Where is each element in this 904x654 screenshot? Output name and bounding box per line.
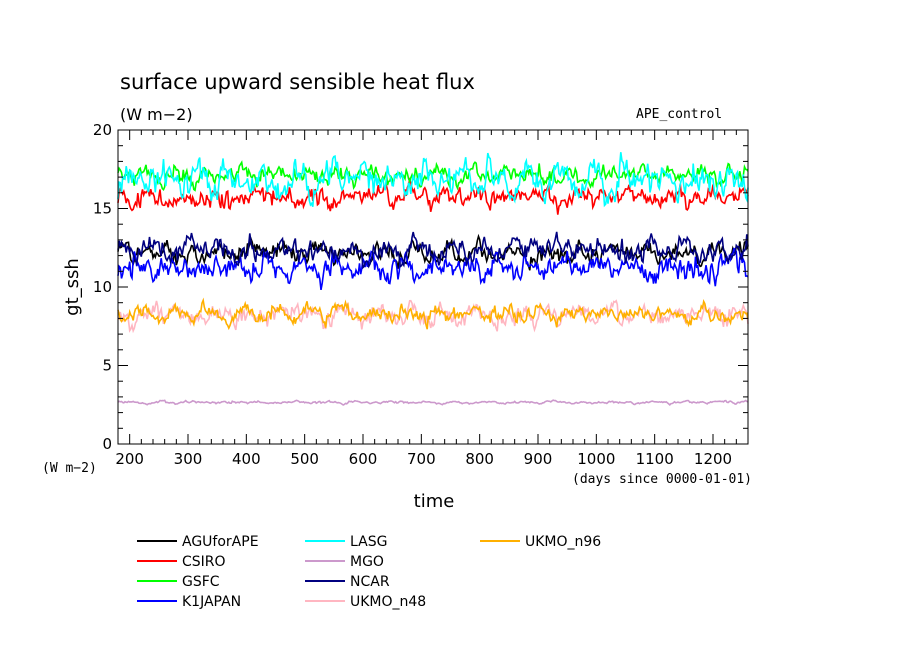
x-units-note: (days since 0000-01-01): [572, 472, 752, 487]
legend-label: AGUforAPE: [182, 534, 259, 550]
y-tick-label: 0: [102, 435, 112, 453]
x-tick-label: 400: [232, 450, 261, 468]
series-line-csiro: [117, 177, 749, 215]
legend-item-k1japan: K1JAPAN: [137, 594, 241, 610]
x-tick-label: 600: [349, 450, 378, 468]
y-tick-label: 15: [93, 200, 112, 218]
legend-label: GSFC: [182, 574, 220, 590]
legend: AGUforAPE CSIRO GSFC K1JAPAN LASG MGO NCAR UKMO…: [137, 534, 601, 610]
x-tick-label: 1000: [577, 450, 615, 468]
y-tick-label: 5: [102, 357, 112, 375]
x-tick-label: 700: [407, 450, 436, 468]
experiment-label: APE_control: [636, 107, 722, 122]
series-line-ncar: [117, 231, 749, 270]
legend-label: LASG: [350, 534, 387, 550]
legend-item-aguforape: AGUforAPE: [137, 534, 259, 550]
y-units-note: (W m−2): [42, 461, 97, 476]
legend-item-csiro: CSIRO: [137, 554, 226, 570]
legend-item-gsfc: GSFC: [137, 574, 220, 590]
series-line-mgo: [117, 399, 749, 407]
series-line-lasg: [117, 152, 749, 208]
legend-item-mgo: MGO: [305, 554, 384, 570]
legend-item-ukmo_n48: UKMO_n48: [305, 594, 426, 610]
legend-item-ukmo_n96: UKMO_n96: [480, 534, 601, 550]
x-tick-label: 300: [174, 450, 203, 468]
x-tick-label: 1100: [636, 450, 674, 468]
legend-item-ncar: NCAR: [305, 574, 390, 590]
y-tick-label: 20: [93, 121, 112, 139]
series-line-gsfc: [117, 160, 749, 192]
legend-label: MGO: [350, 554, 384, 570]
x-axis-label: time: [414, 491, 455, 512]
series-line-k1japan: [117, 247, 749, 291]
x-tick-label: 800: [465, 450, 494, 468]
series-layer: [117, 152, 749, 407]
legend-label: UKMO_n96: [525, 534, 601, 550]
chart-title: surface upward sensible heat flux: [120, 70, 475, 94]
x-tick-label: 200: [115, 450, 144, 468]
y-axis-label: gt_ssh: [62, 258, 83, 316]
legend-label: CSIRO: [182, 554, 226, 570]
x-tick-label: 500: [290, 450, 319, 468]
ticks-layer: 200 300 400 500 600 700 800 900 1000 1100 1200 0 5 10…: [93, 121, 749, 468]
legend-item-lasg: LASG: [305, 534, 387, 550]
x-tick-label: 1200: [694, 450, 732, 468]
series-line-ukmo_n96: [117, 297, 749, 331]
legend-label: NCAR: [350, 574, 390, 590]
chart-units: (W m−2): [120, 105, 193, 124]
legend-label: K1JAPAN: [182, 594, 241, 610]
legend-label: UKMO_n48: [350, 594, 426, 610]
series-line-ukmo_n48: [117, 299, 749, 334]
x-tick-label: 900: [524, 450, 553, 468]
y-tick-label: 10: [93, 278, 112, 296]
